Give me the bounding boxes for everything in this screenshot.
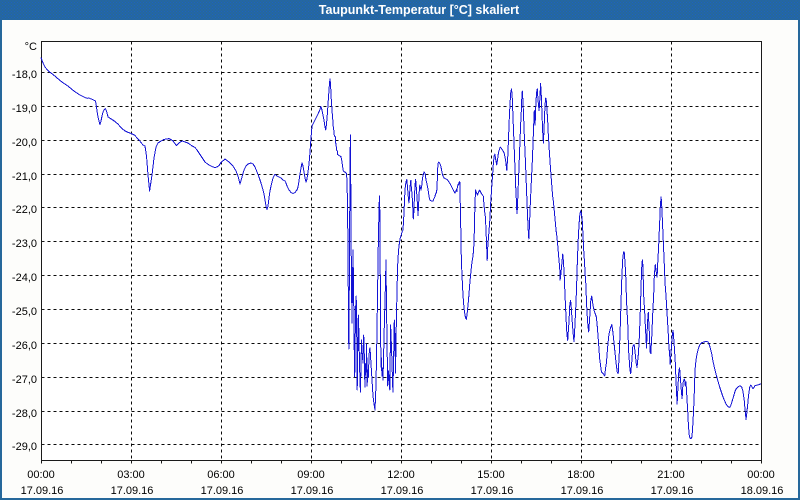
- svg-text:18.09.16: 18.09.16: [741, 485, 784, 497]
- svg-text:17.09.16: 17.09.16: [381, 485, 424, 497]
- svg-text:00:00: 00:00: [747, 469, 775, 481]
- svg-text:°C: °C: [25, 41, 37, 53]
- svg-text:17.09.16: 17.09.16: [111, 485, 154, 497]
- svg-text:-19,0: -19,0: [12, 103, 37, 115]
- svg-text:-20,0: -20,0: [12, 137, 37, 149]
- svg-text:21:00: 21:00: [657, 469, 685, 481]
- svg-text:03:00: 03:00: [117, 469, 145, 481]
- svg-text:-22,0: -22,0: [12, 204, 37, 216]
- svg-text:00:00: 00:00: [27, 469, 55, 481]
- svg-text:12:00: 12:00: [387, 469, 415, 481]
- svg-text:17.09.16: 17.09.16: [21, 485, 64, 497]
- svg-text:17.09.16: 17.09.16: [201, 485, 244, 497]
- svg-text:09:00: 09:00: [297, 469, 325, 481]
- svg-text:17.09.16: 17.09.16: [291, 485, 334, 497]
- svg-text:17.09.16: 17.09.16: [651, 485, 694, 497]
- svg-text:17.09.16: 17.09.16: [561, 485, 604, 497]
- svg-text:-18,0: -18,0: [12, 69, 37, 81]
- svg-text:17.09.16: 17.09.16: [471, 485, 514, 497]
- svg-text:-25,0: -25,0: [12, 306, 37, 318]
- svg-text:-28,0: -28,0: [12, 408, 37, 420]
- svg-text:06:00: 06:00: [207, 469, 235, 481]
- svg-text:-24,0: -24,0: [12, 272, 37, 284]
- svg-text:-26,0: -26,0: [12, 340, 37, 352]
- svg-text:-23,0: -23,0: [12, 238, 37, 250]
- svg-text:15:00: 15:00: [477, 469, 505, 481]
- svg-text:-29,0: -29,0: [12, 441, 37, 453]
- svg-text:-27,0: -27,0: [12, 374, 37, 386]
- svg-text:18:00: 18:00: [567, 469, 595, 481]
- svg-text:-21,0: -21,0: [12, 171, 37, 183]
